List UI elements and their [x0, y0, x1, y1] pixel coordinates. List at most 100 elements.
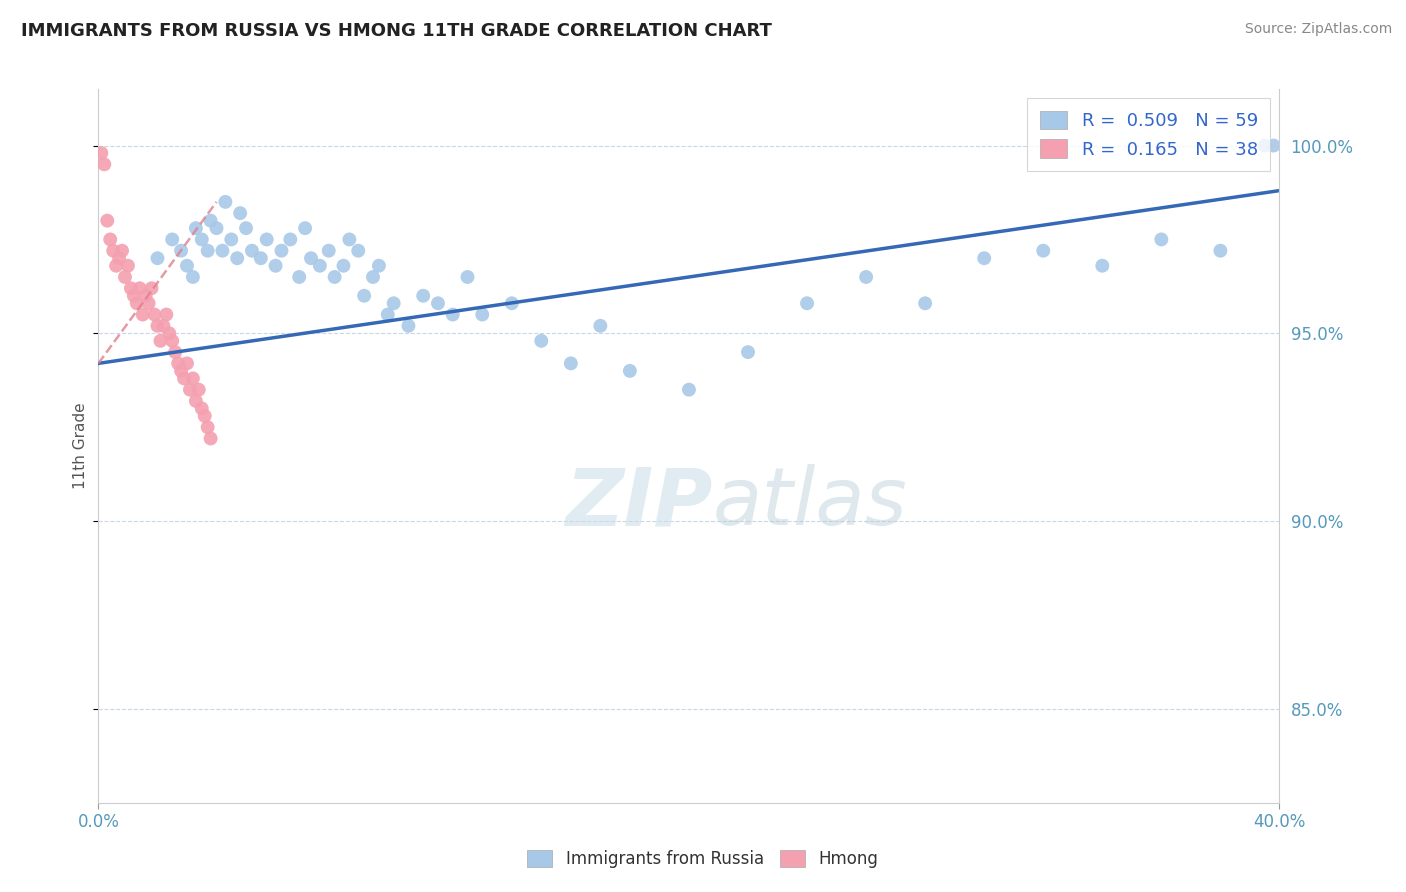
- Point: [146, 251, 169, 265]
- Point: [1209, 244, 1232, 258]
- Point: [1254, 138, 1277, 153]
- Point: [120, 281, 142, 295]
- Point: [165, 345, 187, 359]
- Point: [96, 213, 118, 227]
- Point: [149, 334, 172, 348]
- Point: [211, 244, 233, 258]
- Point: [339, 232, 360, 246]
- Point: [229, 206, 252, 220]
- Point: [191, 232, 214, 246]
- Point: [1263, 138, 1285, 153]
- Point: [560, 356, 582, 370]
- Point: [1032, 244, 1054, 258]
- Point: [135, 289, 157, 303]
- Point: [973, 251, 995, 265]
- Point: [103, 244, 125, 258]
- Point: [368, 259, 391, 273]
- Point: [125, 296, 148, 310]
- Point: [187, 383, 209, 397]
- Point: [152, 318, 174, 333]
- Point: [226, 251, 249, 265]
- Point: [619, 364, 641, 378]
- Point: [146, 318, 169, 333]
- Point: [219, 232, 242, 246]
- Point: [214, 194, 236, 209]
- Point: [264, 259, 287, 273]
- Point: [377, 308, 399, 322]
- Text: ZIP: ZIP: [565, 464, 713, 542]
- Point: [162, 232, 183, 246]
- Point: [914, 296, 936, 310]
- Point: [361, 270, 384, 285]
- Point: [323, 270, 346, 285]
- Point: [456, 270, 478, 285]
- Point: [299, 251, 322, 265]
- Y-axis label: 11th Grade: 11th Grade: [73, 402, 87, 490]
- Point: [332, 259, 354, 273]
- Point: [173, 371, 195, 385]
- Point: [441, 308, 464, 322]
- Point: [128, 281, 150, 295]
- Point: [318, 244, 340, 258]
- Point: [179, 383, 201, 397]
- Text: Source: ZipAtlas.com: Source: ZipAtlas.com: [1244, 22, 1392, 37]
- Point: [396, 318, 419, 333]
- Point: [347, 244, 370, 258]
- Point: [117, 259, 139, 273]
- Point: [309, 259, 332, 273]
- Point: [294, 221, 316, 235]
- Point: [184, 221, 207, 235]
- Point: [197, 420, 219, 434]
- Point: [235, 221, 257, 235]
- Point: [501, 296, 523, 310]
- Point: [184, 393, 207, 408]
- Point: [162, 334, 183, 348]
- Point: [191, 401, 214, 416]
- Point: [412, 289, 434, 303]
- Point: [167, 356, 190, 370]
- Text: IMMIGRANTS FROM RUSSIA VS HMONG 11TH GRADE CORRELATION CHART: IMMIGRANTS FROM RUSSIA VS HMONG 11TH GRA…: [21, 22, 772, 40]
- Legend: Immigrants from Russia, Hmong: Immigrants from Russia, Hmong: [520, 843, 886, 875]
- Point: [278, 232, 302, 246]
- Point: [176, 259, 198, 273]
- Point: [111, 244, 134, 258]
- Point: [114, 270, 136, 285]
- Point: [1091, 259, 1114, 273]
- Point: [270, 244, 292, 258]
- Point: [200, 213, 222, 227]
- Point: [93, 157, 115, 171]
- Point: [170, 244, 193, 258]
- Point: [197, 244, 219, 258]
- Point: [240, 244, 263, 258]
- Point: [205, 221, 228, 235]
- Point: [132, 308, 155, 322]
- Point: [138, 296, 160, 310]
- Point: [855, 270, 877, 285]
- Point: [353, 289, 375, 303]
- Point: [170, 364, 193, 378]
- Point: [1150, 232, 1173, 246]
- Point: [176, 356, 198, 370]
- Point: [90, 146, 112, 161]
- Point: [382, 296, 405, 310]
- Point: [143, 308, 166, 322]
- Point: [108, 251, 131, 265]
- Point: [427, 296, 450, 310]
- Point: [181, 371, 204, 385]
- Point: [155, 308, 177, 322]
- Point: [122, 289, 145, 303]
- Legend: R =  0.509   N = 59, R =  0.165   N = 38: R = 0.509 N = 59, R = 0.165 N = 38: [1028, 98, 1271, 171]
- Point: [194, 409, 217, 423]
- Point: [589, 318, 612, 333]
- Point: [250, 251, 273, 265]
- Point: [98, 232, 121, 246]
- Text: atlas: atlas: [713, 464, 907, 542]
- Point: [737, 345, 759, 359]
- Point: [471, 308, 494, 322]
- Point: [181, 270, 204, 285]
- Point: [530, 334, 553, 348]
- Point: [678, 383, 700, 397]
- Point: [105, 259, 128, 273]
- Point: [200, 432, 222, 446]
- Point: [141, 281, 163, 295]
